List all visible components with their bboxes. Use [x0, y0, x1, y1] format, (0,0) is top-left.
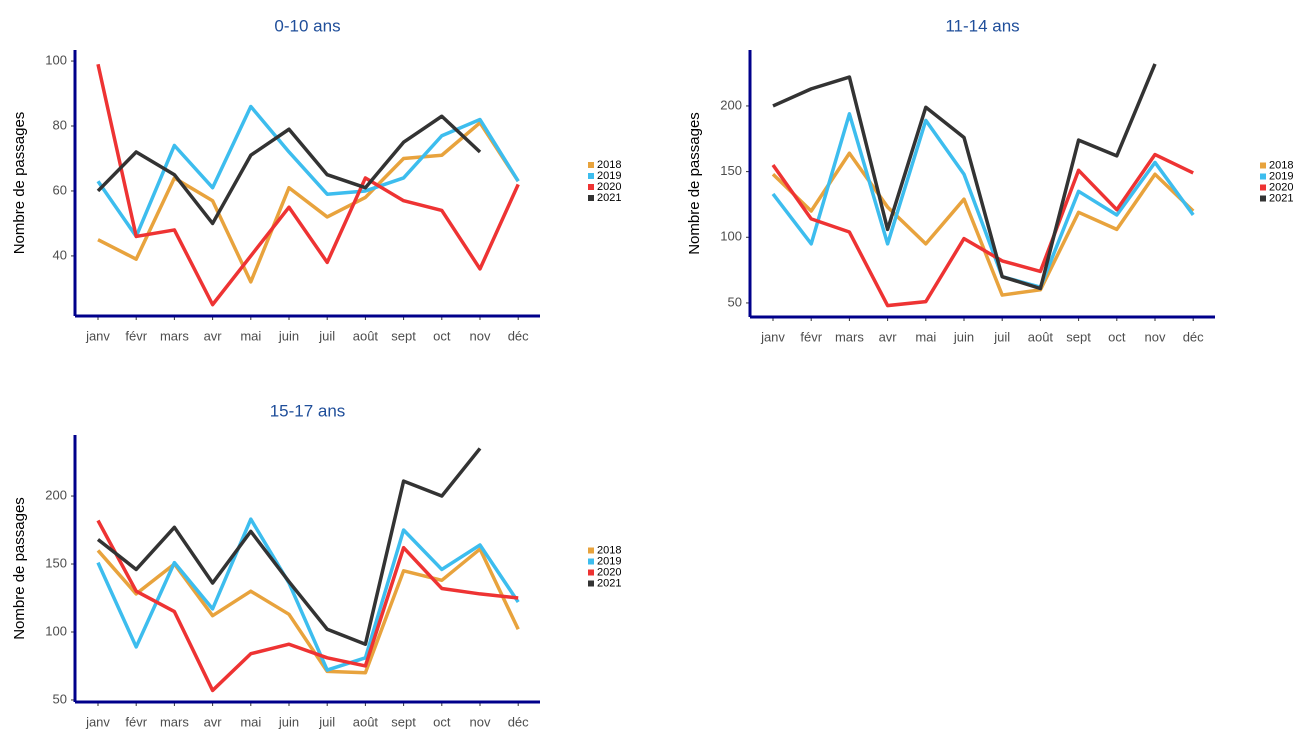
y-tick-label: 100 — [720, 229, 742, 244]
x-tick-label: mai — [240, 328, 261, 343]
x-tick-label: juin — [278, 714, 299, 729]
x-tick-label: févr — [125, 328, 147, 343]
legend-label: 2019 — [597, 555, 621, 567]
x-tick-label: janv — [85, 714, 110, 729]
x-tick-label: juin — [953, 329, 974, 344]
legend-label: 2021 — [1269, 192, 1293, 204]
y-axis-label: Nombre de passages — [11, 497, 28, 640]
x-tick-label: sept — [391, 714, 416, 729]
series-line — [772, 63, 1157, 291]
legend-label: 2020 — [597, 566, 621, 578]
legend-label: 2021 — [597, 577, 621, 589]
x-tick-label: févr — [125, 714, 147, 729]
x-tick-label: juil — [318, 328, 335, 343]
legend-swatch — [588, 558, 594, 565]
x-tick-label: nov — [470, 714, 491, 729]
x-tick-label: mars — [160, 328, 189, 343]
x-tick-label: juil — [993, 329, 1010, 344]
series-line — [96, 447, 482, 646]
legend-label: 2020 — [597, 181, 621, 193]
legend-swatch — [1260, 195, 1266, 202]
series-line — [771, 112, 1195, 289]
x-tick-label: déc — [508, 714, 529, 729]
y-tick-label: 200 — [720, 97, 742, 112]
y-tick-label: 50 — [53, 691, 67, 706]
legend-swatch — [1260, 162, 1266, 169]
legend-swatch — [588, 184, 594, 190]
series-line — [96, 63, 520, 307]
series-line — [96, 517, 520, 672]
series-line — [771, 152, 1194, 308]
y-axis-label: Nombre de passages — [11, 112, 28, 255]
x-tick-label: août — [353, 714, 379, 729]
x-tick-label: janv — [85, 328, 110, 343]
x-tick-label: janv — [760, 329, 785, 344]
legend-label: 2020 — [1269, 181, 1293, 193]
y-tick-label: 100 — [45, 52, 67, 67]
y-tick-label: 50 — [728, 294, 742, 309]
x-tick-label: avr — [879, 329, 898, 344]
legend-swatch — [588, 580, 594, 587]
x-tick-label: sept — [391, 328, 416, 343]
y-tick-label: 80 — [53, 117, 67, 132]
x-tick-label: oct — [1108, 329, 1126, 344]
y-tick-label: 100 — [45, 623, 67, 638]
legend-swatch — [588, 547, 594, 554]
legend-swatch — [588, 173, 594, 179]
x-tick-label: sept — [1066, 329, 1091, 344]
x-tick-label: août — [1028, 329, 1054, 344]
legend-swatch — [588, 162, 594, 168]
legend-swatch — [1260, 184, 1266, 191]
legend-swatch — [1260, 173, 1266, 180]
legend-label: 2019 — [1269, 170, 1293, 182]
y-tick-label: 150 — [720, 163, 742, 178]
x-tick-label: août — [353, 328, 379, 343]
y-tick-label: 60 — [53, 182, 67, 197]
x-tick-label: juin — [278, 328, 299, 343]
series-line — [771, 151, 1195, 297]
x-tick-label: avr — [204, 714, 223, 729]
y-axis-label: Nombre de passages — [686, 112, 703, 255]
legend-swatch — [588, 569, 594, 576]
x-tick-label: nov — [1145, 329, 1166, 344]
series-line — [96, 547, 520, 675]
series-line — [96, 114, 482, 226]
x-tick-label: mars — [160, 714, 189, 729]
legend-label: 2018 — [1269, 159, 1293, 171]
legend-label: 2018 — [597, 544, 621, 556]
x-tick-label: févr — [800, 329, 822, 344]
series-line — [96, 519, 519, 693]
chart-title: 0-10 ans — [274, 16, 340, 35]
chart-title: 15-17 ans — [270, 401, 346, 420]
legend-label: 2019 — [597, 170, 621, 182]
y-tick-label: 200 — [45, 487, 67, 502]
x-tick-label: déc — [508, 328, 529, 343]
y-tick-label: 150 — [45, 555, 67, 570]
legend-swatch — [588, 195, 594, 201]
series-line — [96, 104, 520, 239]
x-tick-label: déc — [1183, 329, 1204, 344]
y-tick-label: 40 — [53, 247, 67, 262]
legend-label: 2018 — [597, 159, 621, 171]
x-tick-label: mai — [915, 329, 936, 344]
x-tick-label: nov — [470, 328, 491, 343]
legend-label: 2021 — [597, 192, 621, 204]
x-tick-label: oct — [433, 714, 451, 729]
x-tick-label: mai — [240, 714, 261, 729]
series-line — [97, 121, 520, 284]
x-tick-label: mars — [835, 329, 864, 344]
x-tick-label: juil — [318, 714, 335, 729]
x-tick-label: oct — [433, 328, 451, 343]
x-tick-label: avr — [204, 328, 223, 343]
chart-title: 11-14 ans — [945, 16, 1019, 35]
